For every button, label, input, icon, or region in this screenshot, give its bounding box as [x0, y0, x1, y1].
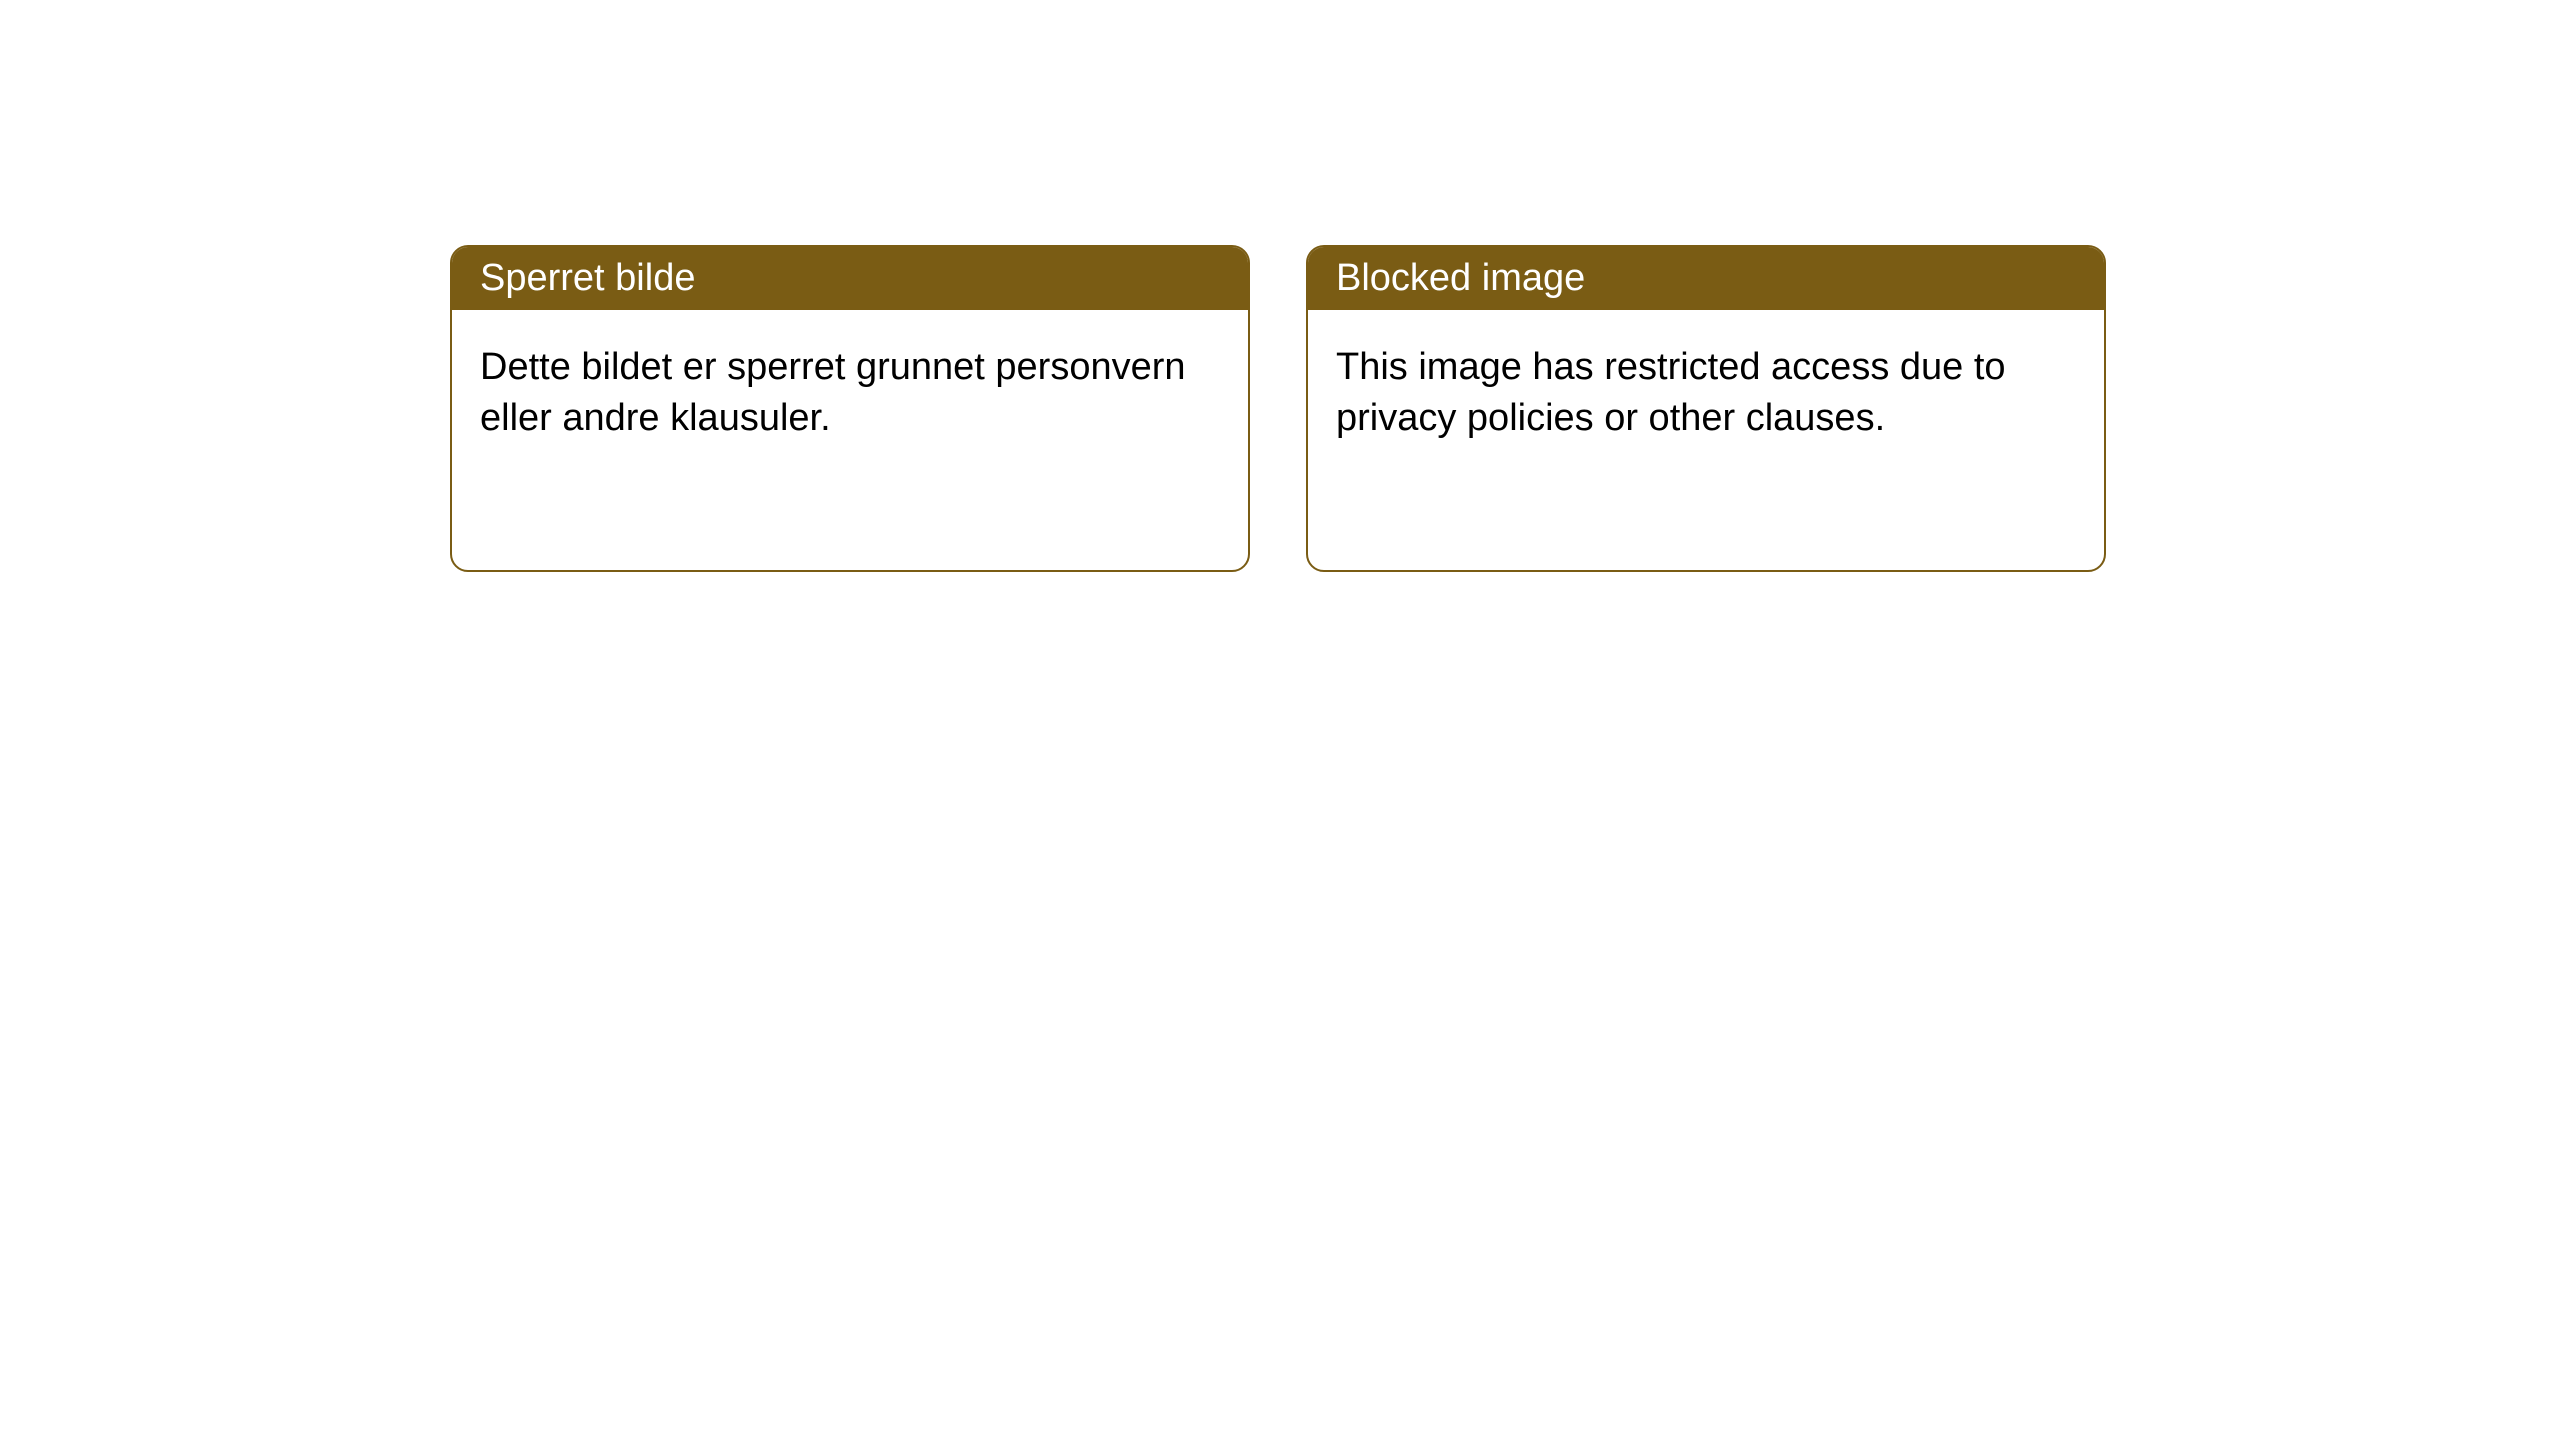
card-title-no: Sperret bilde — [480, 257, 695, 299]
blocked-image-card-no: Sperret bilde Dette bildet er sperret gr… — [450, 245, 1250, 572]
blocked-image-card-en: Blocked image This image has restricted … — [1306, 245, 2106, 572]
card-body-text-en: This image has restricted access due to … — [1336, 346, 2006, 439]
card-container: Sperret bilde Dette bildet er sperret gr… — [450, 245, 2106, 572]
card-body-text-no: Dette bildet er sperret grunnet personve… — [480, 346, 1186, 439]
card-header-no: Sperret bilde — [452, 247, 1248, 310]
card-header-en: Blocked image — [1308, 247, 2104, 310]
card-body-no: Dette bildet er sperret grunnet personve… — [452, 310, 1248, 570]
card-title-en: Blocked image — [1336, 257, 1585, 299]
card-body-en: This image has restricted access due to … — [1308, 310, 2104, 570]
